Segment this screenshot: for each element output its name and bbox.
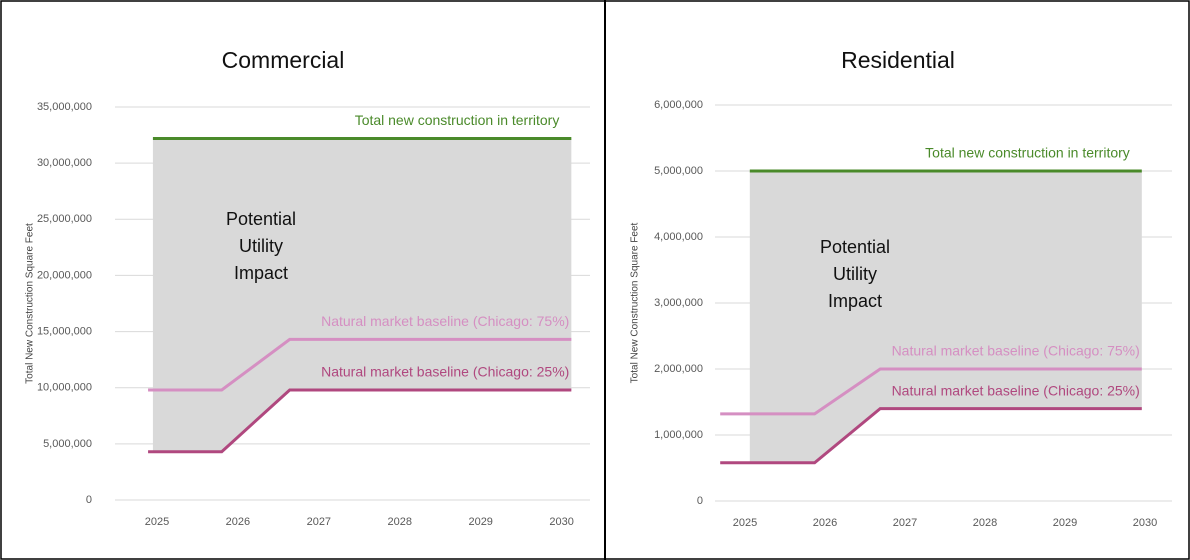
x-tick-label: 2029 [468, 516, 492, 528]
y-tick-label: 4,000,000 [654, 231, 703, 243]
y-tick-label: 30,000,000 [37, 157, 92, 169]
x-tick-label: 2025 [145, 516, 169, 528]
series-line [720, 407, 1142, 465]
annotation: Utility [239, 236, 283, 256]
series-label: Natural market baseline (Chicago: 25%) [892, 382, 1140, 398]
y-tick-label: 1,000,000 [654, 429, 703, 441]
impact-area [152, 138, 572, 452]
y-tick-label: 5,000,000 [43, 438, 92, 450]
y-tick-label: 10,000,000 [37, 382, 92, 394]
x-tick-label: 2030 [1133, 517, 1157, 529]
annotation: Impact [828, 291, 882, 311]
y-tick-label: 3,000,000 [654, 297, 703, 309]
y-tick-label: 0 [697, 495, 703, 507]
y-axis-label: Total New Construction Square Feet [630, 222, 641, 383]
y-tick-label: 5,000,000 [654, 165, 703, 177]
x-tick-label: 2030 [549, 516, 573, 528]
chart-title: Commercial [222, 47, 345, 73]
series-label: Total new construction in territory [925, 145, 1130, 161]
y-tick-label: 2,000,000 [654, 363, 703, 375]
x-tick-label: 2025 [733, 517, 757, 529]
x-tick-label: 2026 [226, 516, 250, 528]
y-tick-label: 15,000,000 [37, 325, 92, 337]
x-tick-label: 2028 [388, 516, 412, 528]
series-label: Natural market baseline (Chicago: 75%) [321, 313, 569, 329]
annotation: Potential [226, 209, 296, 229]
x-tick-label: 2028 [973, 517, 997, 529]
series-line [148, 337, 572, 392]
series-line [720, 367, 1142, 416]
y-tick-label: 6,000,000 [654, 99, 703, 111]
annotation: Utility [833, 264, 877, 284]
impact-area [749, 171, 1142, 463]
series-label: Natural market baseline (Chicago: 25%) [321, 364, 569, 380]
x-tick-label: 2027 [893, 517, 917, 529]
annotation: Impact [234, 263, 288, 283]
y-tick-label: 35,000,000 [37, 101, 92, 113]
series-line [148, 388, 572, 454]
annotation: Potential [820, 237, 890, 257]
x-tick-label: 2027 [307, 516, 331, 528]
y-tick-label: 0 [86, 494, 92, 506]
x-tick-label: 2029 [1053, 517, 1077, 529]
series-label: Total new construction in territory [355, 112, 560, 128]
y-axis-label: Total New Construction Square Feet [25, 223, 36, 384]
y-tick-label: 20,000,000 [37, 269, 92, 281]
chart-title: Residential [841, 47, 955, 73]
y-tick-label: 25,000,000 [37, 213, 92, 225]
series-label: Natural market baseline (Chicago: 75%) [892, 343, 1140, 359]
x-tick-label: 2026 [813, 517, 837, 529]
